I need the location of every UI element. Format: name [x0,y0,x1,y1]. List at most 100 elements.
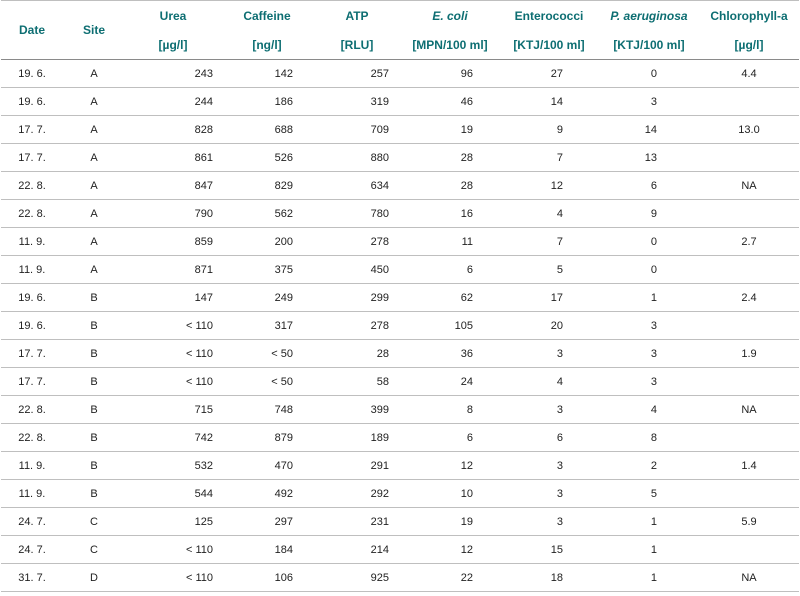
cell-caffeine-value: 879 [274,431,293,444]
table-row: 22. 8. A 790 562 780 16 4 9 [1,199,799,228]
cell-ecoli-value: 11 [461,235,473,248]
cell-paeruginosa-value: 1 [650,515,657,528]
cell-atp: 709 [313,115,401,144]
cell-enterococci: 9 [499,115,599,144]
cell-urea: 742 [125,423,221,452]
cell-atp-value: 292 [370,487,389,500]
cell-enterococci-value: 7 [556,235,563,248]
unit-paeruginosa: [KTJ/100 ml] [599,31,699,60]
table-row: 24. 7. C 125 297 231 19 3 1 5.9 [1,507,799,536]
cell-urea-value: 715 [194,403,213,416]
cell-atp-value: 291 [370,459,389,472]
cell-enterococci-value: 3 [556,403,563,416]
cell-paeruginosa: 4 [599,395,699,424]
cell-site: B [63,367,125,396]
cell-urea-value: 244 [194,95,213,108]
cell-site: C [63,535,125,564]
cell-enterococci-value: 3 [556,515,563,528]
cell-date: 24. 7. [1,507,63,536]
cell-date: 22. 8. [1,171,63,200]
table-body: 19. 6. A 243 142 257 96 27 0 4.4 19. 6. A 244 186 319… [1,59,799,592]
cell-site: B [63,339,125,368]
cell-chlorophyll: 2.7 [699,227,799,256]
cell-ecoli-value: 19 [460,123,473,136]
table-row: 22. 8. B 715 748 399 8 3 4 NA [1,395,799,424]
cell-urea-value: < 110 [185,375,213,388]
cell-chlorophyll: 2.4 [699,283,799,312]
cell-atp-value: 880 [370,151,389,164]
cell-paeruginosa: 8 [599,423,699,452]
cell-atp: 634 [313,171,401,200]
cell-paeruginosa: 1 [599,535,699,564]
cell-ecoli: 24 [401,367,499,396]
cell-enterococci: 7 [499,227,599,256]
cell-paeruginosa: 1 [599,507,699,536]
cell-paeruginosa: 9 [599,199,699,228]
cell-ecoli-value: 6 [466,431,473,444]
cell-date: 17. 7. [1,115,63,144]
cell-site: B [63,395,125,424]
cell-caffeine: 106 [221,563,313,592]
cell-date: 19. 6. [1,59,63,88]
cell-site: B [63,451,125,480]
cell-enterococci-value: 4 [556,207,563,220]
cell-paeruginosa: 1 [599,563,699,592]
cell-urea-value: 859 [194,235,213,248]
cell-urea-value: 532 [194,459,213,472]
cell-caffeine: 492 [221,479,313,508]
cell-enterococci-value: 27 [550,67,563,80]
cell-date: 17. 7. [1,367,63,396]
cell-caffeine-value: 317 [274,319,293,332]
header-date: Date [1,0,63,60]
cell-enterococci-value: 3 [556,487,563,500]
cell-ecoli: 19 [401,507,499,536]
cell-urea: < 110 [125,367,221,396]
cell-paeruginosa: 3 [599,87,699,116]
cell-enterococci: 4 [499,367,599,396]
cell-urea-value: < 110 [185,347,213,360]
table-row: 17. 7. A 828 688 709 19 9 14 13.0 [1,115,799,144]
cell-site: C [63,507,125,536]
cell-date: 11. 9. [1,227,63,256]
cell-ecoli-value: 19 [460,515,473,528]
cell-paeruginosa-value: 0 [650,235,657,248]
cell-site: A [63,143,125,172]
cell-site: B [63,311,125,340]
cell-chlorophyll: NA [699,395,799,424]
cell-atp: 292 [313,479,401,508]
cell-ecoli-value: 12 [460,459,473,472]
cell-enterococci: 27 [499,59,599,88]
cell-date: 19. 6. [1,87,63,116]
cell-caffeine: 748 [221,395,313,424]
table-row: 11. 9. A 871 375 450 6 5 0 [1,255,799,284]
cell-caffeine: 142 [221,59,313,88]
cell-paeruginosa-value: 8 [650,431,657,444]
cell-ecoli-value: 28 [460,179,473,192]
cell-enterococci: 14 [499,87,599,116]
cell-ecoli: 11 [401,227,499,256]
cell-urea-value: 147 [194,291,213,304]
cell-paeruginosa: 0 [599,227,699,256]
cell-urea: 859 [125,227,221,256]
cell-enterococci: 3 [499,395,599,424]
cell-paeruginosa-value: 6 [650,179,657,192]
cell-atp: 189 [313,423,401,452]
cell-enterococci-value: 17 [550,291,563,304]
cell-enterococci: 3 [499,507,599,536]
cell-urea-value: 847 [194,179,213,192]
cell-atp-value: 189 [370,431,389,444]
cell-urea: 871 [125,255,221,284]
cell-atp: 278 [313,311,401,340]
cell-urea: < 110 [125,535,221,564]
cell-site: B [63,479,125,508]
table-row: 24. 7. C < 110 184 214 12 15 1 [1,535,799,564]
cell-paeruginosa-value: 3 [650,95,657,108]
cell-urea-value: < 110 [185,319,213,332]
cell-site: A [63,87,125,116]
cell-site: A [63,59,125,88]
table-row: 19. 6. A 243 142 257 96 27 0 4.4 [1,59,799,88]
cell-paeruginosa: 5 [599,479,699,508]
cell-ecoli-value: 6 [466,263,473,276]
cell-ecoli: 12 [401,535,499,564]
cell-ecoli-value: 96 [460,67,473,80]
